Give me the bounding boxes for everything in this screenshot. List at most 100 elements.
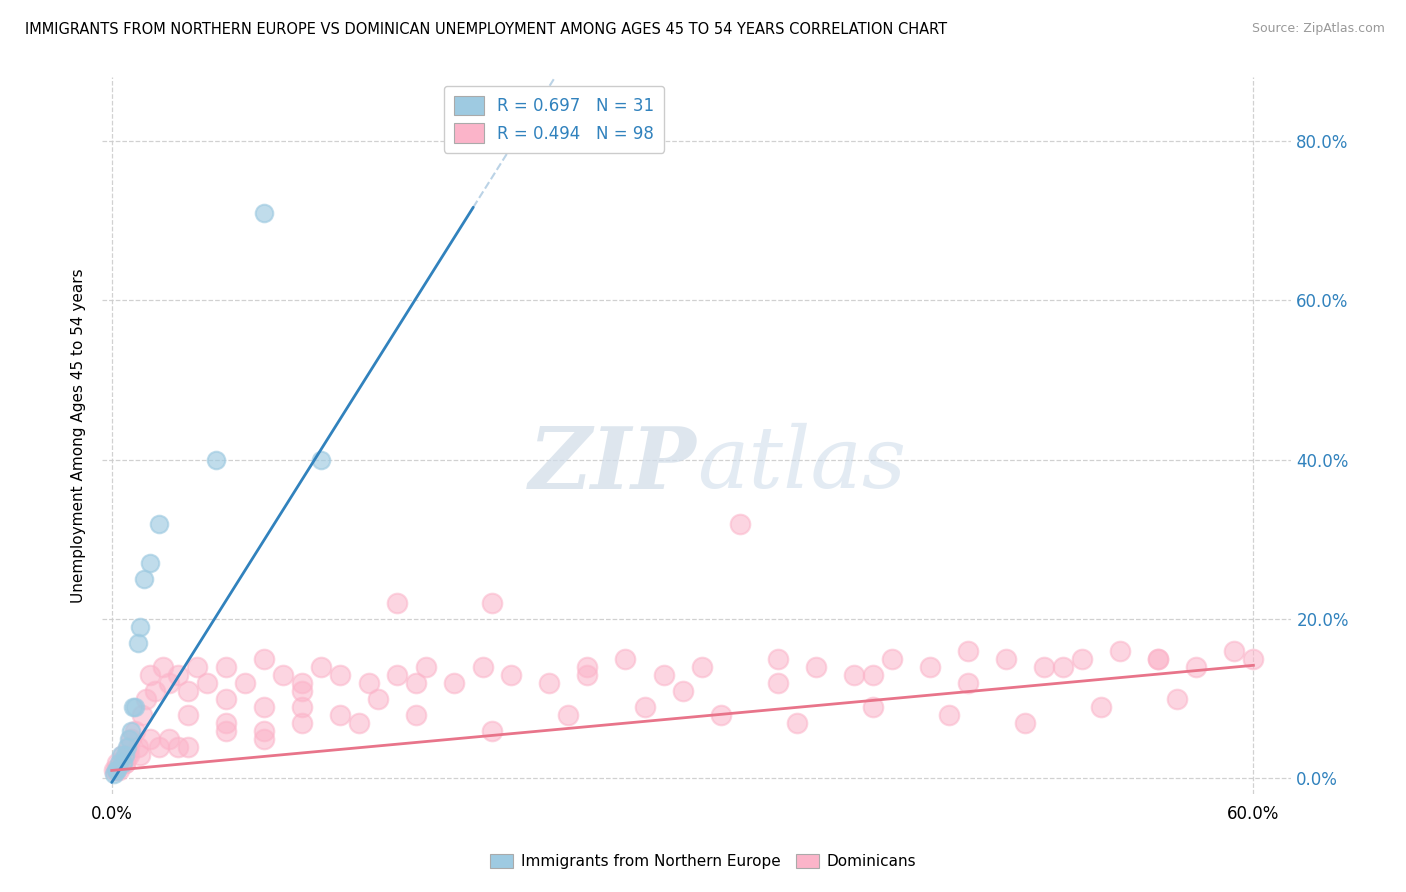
Point	[481, 723, 503, 738]
Point	[1147, 652, 1170, 666]
Point	[115, 739, 138, 754]
Point	[148, 516, 170, 531]
Point	[253, 652, 276, 666]
Point	[614, 652, 637, 666]
Point	[728, 516, 751, 531]
Point	[1185, 660, 1208, 674]
Point	[291, 683, 314, 698]
Point	[114, 756, 136, 770]
Point	[215, 715, 238, 730]
Point	[671, 683, 693, 698]
Point	[104, 764, 127, 778]
Point	[167, 668, 190, 682]
Point	[177, 739, 200, 754]
Point	[110, 756, 132, 770]
Point	[367, 691, 389, 706]
Point	[1147, 652, 1170, 666]
Point	[115, 747, 138, 762]
Point	[347, 715, 370, 730]
Point	[135, 691, 157, 706]
Point	[956, 676, 979, 690]
Point	[103, 767, 125, 781]
Point	[385, 668, 408, 682]
Point	[415, 660, 437, 674]
Point	[253, 723, 276, 738]
Point	[177, 707, 200, 722]
Legend: R = 0.697   N = 31, R = 0.494   N = 98: R = 0.697 N = 31, R = 0.494 N = 98	[444, 86, 665, 153]
Point	[110, 747, 132, 762]
Point	[177, 683, 200, 698]
Point	[481, 596, 503, 610]
Point	[139, 731, 162, 746]
Point	[215, 723, 238, 738]
Point	[329, 707, 352, 722]
Point	[148, 739, 170, 754]
Point	[157, 676, 180, 690]
Text: atlas: atlas	[697, 423, 905, 506]
Point	[205, 452, 228, 467]
Point	[1033, 660, 1056, 674]
Point	[215, 660, 238, 674]
Point	[956, 644, 979, 658]
Point	[443, 676, 465, 690]
Point	[862, 668, 884, 682]
Point	[1223, 644, 1246, 658]
Point	[309, 660, 332, 674]
Point	[112, 747, 135, 762]
Point	[121, 699, 143, 714]
Point	[405, 707, 427, 722]
Point	[842, 668, 865, 682]
Point	[124, 699, 146, 714]
Point	[766, 676, 789, 690]
Point	[1166, 691, 1188, 706]
Point	[766, 652, 789, 666]
Point	[120, 731, 142, 746]
Point	[145, 683, 167, 698]
Point	[108, 756, 131, 770]
Point	[110, 756, 132, 770]
Point	[291, 676, 314, 690]
Point	[233, 676, 256, 690]
Point	[108, 764, 131, 778]
Point	[710, 707, 733, 722]
Point	[633, 699, 655, 714]
Point	[253, 206, 276, 220]
Point	[538, 676, 561, 690]
Point	[253, 731, 276, 746]
Point	[291, 715, 314, 730]
Point	[271, 668, 294, 682]
Point	[576, 660, 599, 674]
Point	[471, 660, 494, 674]
Point	[1109, 644, 1132, 658]
Point	[1052, 660, 1074, 674]
Point	[576, 668, 599, 682]
Point	[107, 756, 129, 770]
Point	[132, 572, 155, 586]
Point	[114, 756, 136, 770]
Point	[804, 660, 827, 674]
Point	[329, 668, 352, 682]
Point	[139, 668, 162, 682]
Point	[195, 676, 218, 690]
Point	[112, 756, 135, 770]
Point	[309, 452, 332, 467]
Point	[129, 747, 152, 762]
Point	[652, 668, 675, 682]
Point	[995, 652, 1018, 666]
Point	[139, 557, 162, 571]
Point	[114, 747, 136, 762]
Point	[1090, 699, 1112, 714]
Point	[690, 660, 713, 674]
Text: IMMIGRANTS FROM NORTHERN EUROPE VS DOMINICAN UNEMPLOYMENT AMONG AGES 45 TO 54 YE: IMMIGRANTS FROM NORTHERN EUROPE VS DOMIN…	[25, 22, 948, 37]
Point	[938, 707, 960, 722]
Legend: Immigrants from Northern Europe, Dominicans: Immigrants from Northern Europe, Dominic…	[484, 848, 922, 875]
Point	[862, 699, 884, 714]
Point	[1071, 652, 1094, 666]
Point	[786, 715, 808, 730]
Text: Source: ZipAtlas.com: Source: ZipAtlas.com	[1251, 22, 1385, 36]
Point	[124, 723, 146, 738]
Point	[253, 699, 276, 714]
Point	[127, 636, 149, 650]
Point	[118, 747, 141, 762]
Y-axis label: Unemployment Among Ages 45 to 54 years: Unemployment Among Ages 45 to 54 years	[72, 268, 86, 603]
